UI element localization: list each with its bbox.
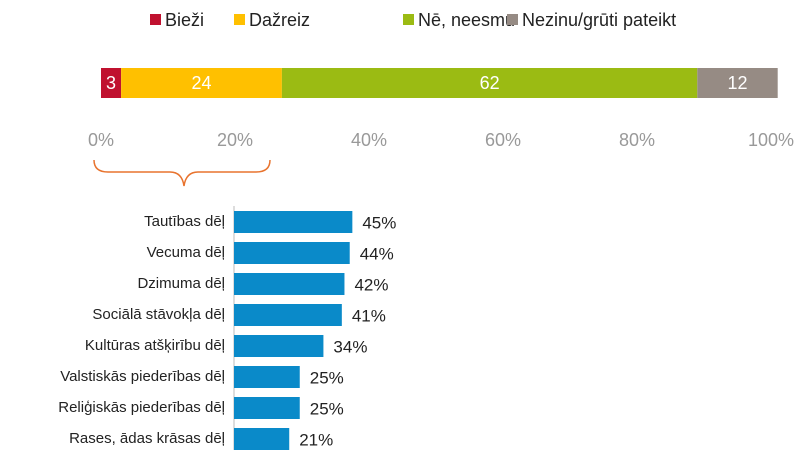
bar — [234, 397, 300, 419]
legend-swatch — [150, 14, 161, 25]
bar-segment — [281, 68, 698, 98]
segment-label: 62 — [480, 73, 500, 93]
x-tick-label: 60% — [485, 130, 521, 150]
value-label: 25% — [310, 399, 344, 418]
bar — [234, 335, 324, 357]
brace — [93, 159, 271, 187]
legend-label: Bieži — [165, 10, 204, 30]
x-tick-label: 40% — [351, 130, 387, 150]
y-tick-label: Dzimuma dēļ — [137, 275, 225, 292]
bar — [234, 273, 345, 295]
y-tick-label: Rases, ādas krāsas dēļ — [69, 430, 225, 447]
bar — [234, 366, 300, 388]
value-label: 25% — [310, 368, 344, 387]
bar — [234, 428, 290, 450]
legend-label: Dažreiz — [249, 10, 310, 30]
value-label: 44% — [360, 244, 394, 263]
y-tick-label: Vecuma dēļ — [147, 244, 225, 261]
segment-label: 12 — [727, 73, 747, 93]
y-tick-label: Valstiskās piederības dēļ — [60, 368, 225, 385]
bar — [234, 304, 342, 326]
y-tick-label: Reliģiskās piederības dēļ — [58, 399, 225, 416]
legend-label: Nē, neesmu — [418, 10, 515, 30]
bar — [234, 211, 353, 233]
value-label: 41% — [352, 306, 386, 325]
y-tick-label: Tautības dēļ — [144, 213, 225, 230]
value-label: 34% — [333, 337, 367, 356]
x-tick-label: 100% — [748, 130, 794, 150]
segment-label: 3 — [106, 73, 116, 93]
value-label: 21% — [299, 430, 333, 449]
bar-segment — [101, 68, 122, 98]
value-label: 45% — [362, 213, 396, 232]
bar-segment — [121, 68, 282, 98]
legend-swatch — [234, 14, 245, 25]
value-label: 42% — [354, 275, 388, 294]
x-tick-label: 0% — [88, 130, 114, 150]
legend-swatch — [507, 14, 518, 25]
y-tick-label: Kultūras atšķirību dēļ — [85, 337, 225, 354]
x-tick-label: 20% — [217, 130, 253, 150]
legend-label: Nezinu/grūti pateikt — [522, 10, 676, 30]
bar — [234, 242, 350, 264]
legend-swatch — [403, 14, 414, 25]
x-tick-label: 80% — [619, 130, 655, 150]
y-tick-label: Sociālā stāvokļa dēļ — [92, 306, 225, 323]
segment-label: 24 — [191, 73, 211, 93]
bar-segment — [697, 68, 778, 98]
